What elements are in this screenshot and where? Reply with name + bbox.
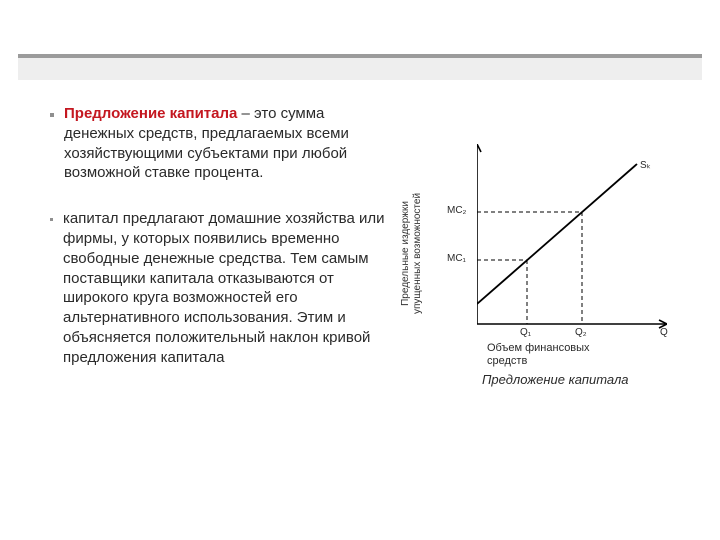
paragraph-2: капитал предлагают домашние хозяйства ил…: [63, 209, 390, 367]
paragraph-1: Предложение капитала – это сумма денежны…: [64, 104, 390, 183]
content: Предложение капитала – это сумма денежны…: [50, 104, 700, 394]
supply-chart: Предельные издержки упущенных возможност…: [402, 144, 672, 384]
x-axis-label: Объем финансовых средств: [487, 342, 627, 367]
text-column: Предложение капитала – это сумма денежны…: [50, 104, 390, 394]
bullet-dot-icon: [50, 218, 53, 221]
header-band: [18, 54, 702, 80]
chart-column: Предельные издержки упущенных возможност…: [402, 104, 700, 394]
chart-caption: Предложение капитала: [482, 372, 629, 387]
ylabel-line1: Предельные издержки: [400, 201, 411, 306]
y-tick-mc1: MC₁: [447, 253, 466, 264]
chart-svg: [477, 144, 667, 339]
y-axis-label: Предельные издержки упущенных возможност…: [400, 193, 423, 314]
bullet-item: Предложение капитала – это сумма денежны…: [50, 104, 390, 183]
bullet-item: капитал предлагают домашние хозяйства ил…: [50, 209, 390, 367]
lead-term: Предложение капитала: [64, 105, 237, 122]
y-tick-mc2: MC₂: [447, 205, 466, 216]
bullet-dot-icon: [50, 113, 54, 117]
ylabel-line2: упущенных возможностей: [412, 193, 423, 314]
plot-area: [477, 144, 667, 324]
